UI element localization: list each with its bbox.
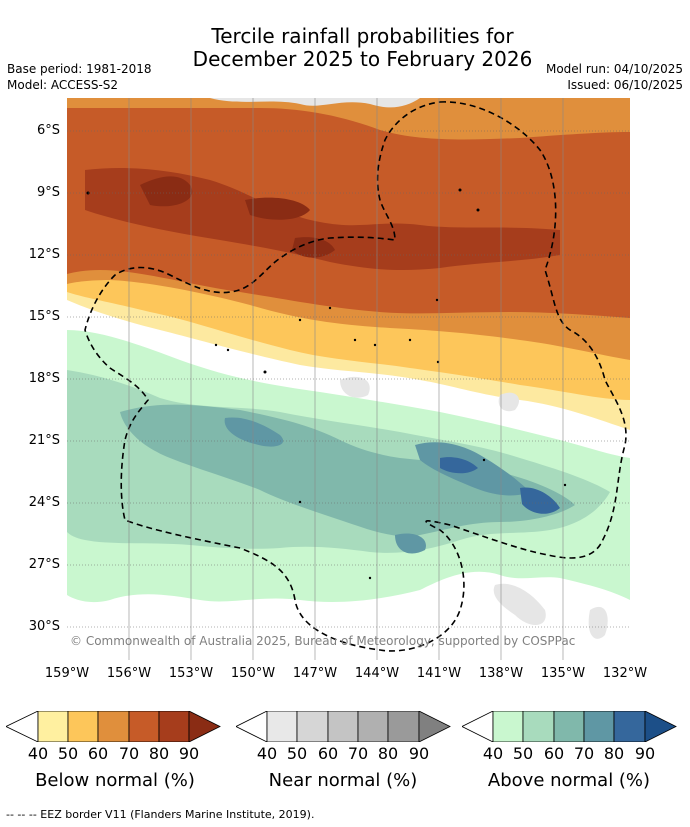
tick-below-80: 80 [148, 744, 170, 763]
cbar-near-bin-50 [296, 711, 329, 742]
cbar-above-bin-60 [553, 711, 585, 742]
cbar-above-arrow-left [462, 711, 494, 742]
cbar-above-bin-80 [613, 711, 646, 742]
above-normal-60 [120, 404, 575, 537]
tick-above-40: 40 [482, 744, 504, 763]
lat-label-12s: 12°S [28, 247, 60, 262]
base-period: Base period: 1981-2018 [7, 62, 152, 76]
lon-label-150w: 150°W [230, 666, 276, 681]
cbar-below-bin-70 [128, 711, 160, 742]
lon-label-132w: 132°W [602, 666, 648, 681]
colorbar-label-near: Near normal (%) [268, 770, 418, 791]
title-line-2: December 2025 to February 2026 [192, 47, 533, 71]
cbar-near-arrow-left [236, 711, 268, 742]
tick-above-60: 60 [543, 744, 565, 763]
lat-label-18s: 18°S [28, 371, 60, 386]
tick-near-90: 90 [408, 744, 430, 763]
cbar-above-bin-70 [583, 711, 615, 742]
cbar-above-bin-50 [522, 711, 555, 742]
tick-near-70: 70 [347, 744, 369, 763]
cbar-above-bin-40 [492, 711, 524, 742]
tick-above-90: 90 [634, 744, 656, 763]
lon-label-156w: 156°W [106, 666, 152, 681]
tick-near-80: 80 [377, 744, 399, 763]
tick-below-40: 40 [27, 744, 49, 763]
lon-label-147w: 147°W [292, 666, 338, 681]
lon-label-135w: 135°W [540, 666, 586, 681]
lat-label-27s: 27°S [28, 557, 60, 572]
copyright-credit: © Commonwealth of Australia 2025, Bureau… [70, 634, 576, 648]
rainfall-map [67, 98, 630, 660]
tick-near-50: 50 [286, 744, 308, 763]
lat-label-9s: 9°S [36, 185, 60, 200]
tick-above-50: 50 [512, 744, 534, 763]
cbar-near-bin-40 [266, 711, 298, 742]
issued-date: Issued: 06/10/2025 [567, 78, 683, 92]
eez-border [84, 101, 627, 652]
above-normal-80 [440, 457, 560, 514]
cbar-below-bin-60 [97, 711, 130, 742]
tick-near-40: 40 [256, 744, 278, 763]
cbar-near-bin-60 [327, 711, 359, 742]
above-normal-70 [224, 417, 530, 554]
below-normal-90 [140, 176, 335, 258]
lon-label-138w: 138°W [478, 666, 524, 681]
model-run-date: Model run: 04/10/2025 [545, 62, 683, 76]
cbar-below-arrow-left [6, 711, 39, 742]
tick-below-90: 90 [178, 744, 200, 763]
lon-label-144w: 144°W [354, 666, 400, 681]
tick-above-70: 70 [573, 744, 595, 763]
lon-label-141w: 141°W [416, 666, 462, 681]
cbar-above-arrow-right [644, 711, 677, 742]
colorbar-below-normal [6, 711, 221, 742]
cbar-near-bin-70 [357, 711, 389, 742]
eez-footnote: -- -- -- EEZ border V11 (Flanders Marine… [6, 808, 315, 821]
gridlines [67, 130, 630, 628]
lat-label-30s: 30°S [28, 619, 60, 634]
lon-label-153w: 153°W [168, 666, 214, 681]
title-line-1: Tercile rainfall probabilities for [211, 24, 514, 48]
tick-below-60: 60 [87, 744, 109, 763]
cbar-below-arrow-right [188, 711, 221, 742]
colorbar-label-below: Below normal (%) [35, 770, 195, 791]
below-normal-80 [85, 168, 560, 270]
tick-above-80: 80 [603, 744, 625, 763]
meridians [128, 98, 564, 660]
colorbar-near-normal [236, 711, 451, 742]
lon-label-159w: 159°W [44, 666, 90, 681]
cbar-below-bin-40 [37, 711, 69, 742]
cbar-below-bin-50 [67, 711, 99, 742]
lat-label-21s: 21°S [28, 433, 60, 448]
colorbar-above-normal [462, 711, 677, 742]
islands [86, 188, 567, 580]
lat-label-24s: 24°S [28, 495, 60, 510]
colorbar-label-above: Above normal (%) [487, 770, 651, 791]
tick-near-60: 60 [317, 744, 339, 763]
cbar-below-bin-80 [158, 711, 190, 742]
model-name: Model: ACCESS-S2 [7, 78, 119, 92]
below-normal-70 [67, 108, 630, 318]
tick-below-50: 50 [57, 744, 79, 763]
cbar-near-bin-80 [387, 711, 420, 742]
tick-below-70: 70 [118, 744, 140, 763]
lat-label-15s: 15°S [28, 309, 60, 324]
cbar-near-arrow-right [418, 711, 451, 742]
lat-label-6s: 6°S [36, 123, 60, 138]
